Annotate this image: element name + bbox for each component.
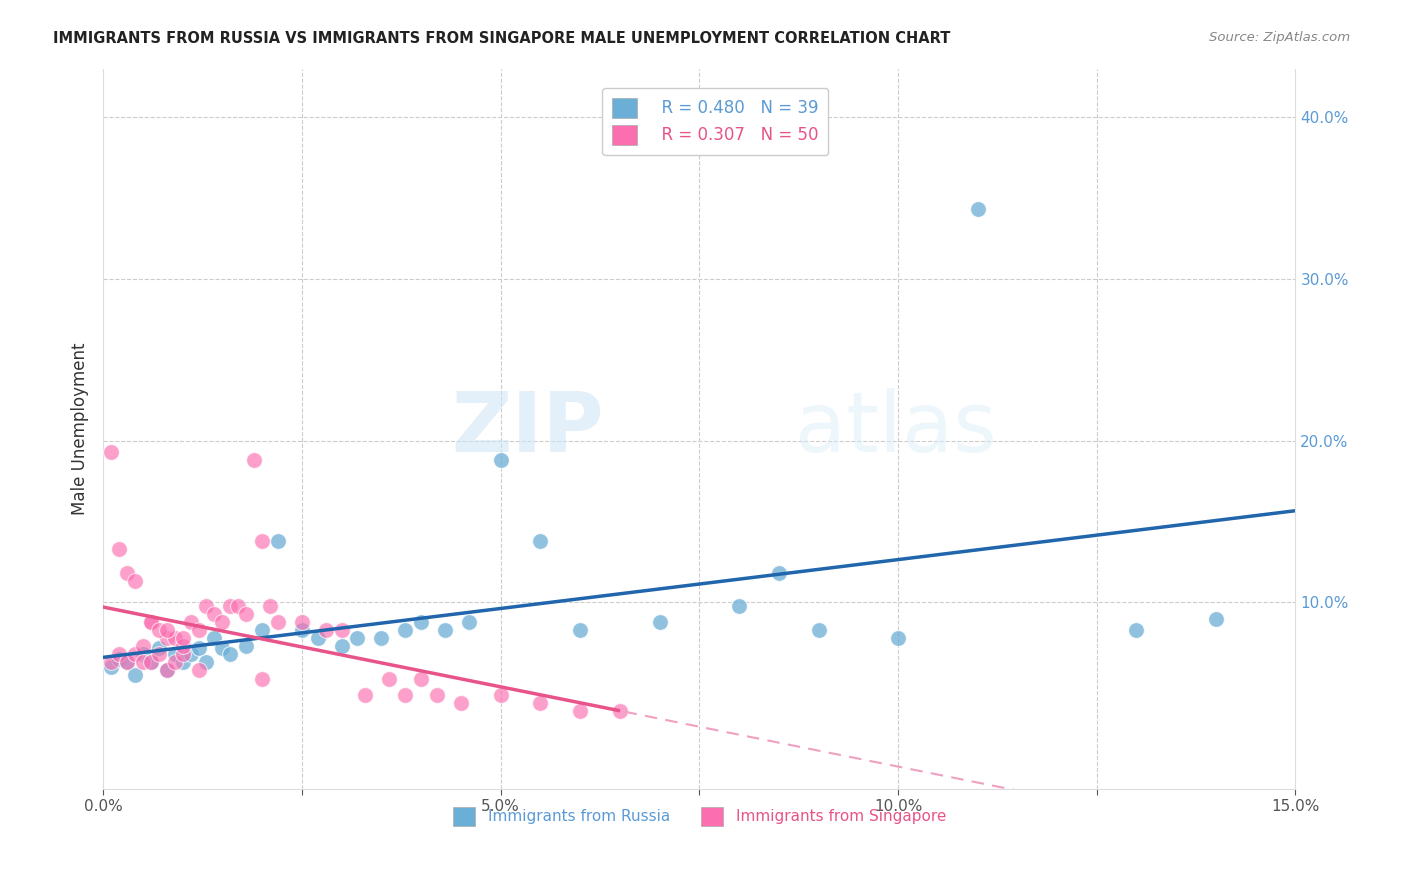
Point (156, 623, 179, 637)
Point (529, 696, 551, 710)
Point (307, 631, 329, 645)
Point (132, 656, 155, 670)
Point (115, 656, 138, 670)
Point (115, 566, 138, 581)
Point (100, 656, 122, 670)
Point (163, 631, 186, 645)
Point (124, 574, 146, 589)
Text: Source: ZipAtlas.com: Source: ZipAtlas.com (1209, 31, 1350, 45)
Point (202, 607, 225, 621)
Point (100, 660, 122, 674)
Point (187, 664, 209, 678)
Point (211, 615, 233, 629)
Point (211, 640, 233, 655)
Point (172, 631, 194, 645)
Point (172, 639, 194, 653)
Point (330, 623, 353, 637)
Text: atlas: atlas (794, 388, 997, 469)
Point (426, 688, 449, 702)
Point (648, 615, 671, 629)
Point (115, 656, 138, 670)
Point (124, 668, 146, 682)
Point (235, 607, 257, 621)
Point (132, 639, 155, 653)
Point (187, 623, 209, 637)
Point (489, 453, 512, 467)
Point (180, 615, 202, 629)
Point (250, 533, 273, 548)
Point (163, 656, 186, 670)
Text: IMMIGRANTS FROM RUSSIA VS IMMIGRANTS FROM SINGAPORE MALE UNEMPLOYMENT CORRELATIO: IMMIGRANTS FROM RUSSIA VS IMMIGRANTS FRO… (53, 31, 950, 46)
Point (409, 672, 432, 686)
Point (378, 672, 401, 686)
Point (966, 202, 988, 217)
Point (394, 623, 416, 637)
Point (156, 664, 179, 678)
Point (187, 640, 209, 655)
Point (172, 647, 194, 661)
Point (202, 631, 225, 645)
Point (139, 656, 162, 670)
Point (139, 615, 162, 629)
Point (609, 704, 631, 718)
Point (108, 647, 131, 661)
Point (291, 615, 314, 629)
Point (250, 623, 273, 637)
Point (529, 533, 551, 548)
Point (315, 623, 337, 637)
Point (139, 615, 162, 629)
Point (108, 652, 131, 666)
Point (108, 542, 131, 557)
Point (768, 566, 790, 581)
Point (235, 639, 257, 653)
Point (291, 623, 314, 637)
Point (250, 672, 273, 686)
Point (195, 656, 218, 670)
Point (728, 599, 751, 613)
Point (457, 615, 479, 629)
Point (346, 631, 368, 645)
Point (370, 631, 392, 645)
Point (1205, 612, 1227, 626)
Point (330, 639, 353, 653)
Point (394, 688, 416, 702)
Point (148, 647, 170, 661)
Point (163, 647, 186, 661)
Point (267, 615, 290, 629)
Point (156, 631, 179, 645)
Y-axis label: Male Unemployment: Male Unemployment (72, 343, 89, 515)
Point (243, 453, 266, 467)
Point (409, 615, 432, 629)
Point (433, 623, 456, 637)
Point (354, 688, 377, 702)
Point (1125, 623, 1147, 637)
Point (100, 445, 122, 459)
Point (148, 640, 170, 655)
Text: ZIP: ZIP (451, 388, 605, 469)
Point (887, 631, 910, 645)
Point (267, 533, 290, 548)
Point (148, 623, 170, 637)
Point (132, 647, 155, 661)
Point (569, 623, 592, 637)
Point (489, 688, 512, 702)
Legend: Immigrants from Russia, Immigrants from Singapore: Immigrants from Russia, Immigrants from … (443, 798, 955, 835)
Point (195, 599, 218, 613)
Point (139, 656, 162, 670)
Point (226, 599, 249, 613)
Point (180, 647, 202, 661)
Point (156, 664, 179, 678)
Point (807, 623, 830, 637)
Point (124, 647, 146, 661)
Point (569, 704, 592, 718)
Point (450, 696, 472, 710)
Point (219, 599, 242, 613)
Point (172, 656, 194, 670)
Point (219, 647, 242, 661)
Point (259, 599, 281, 613)
